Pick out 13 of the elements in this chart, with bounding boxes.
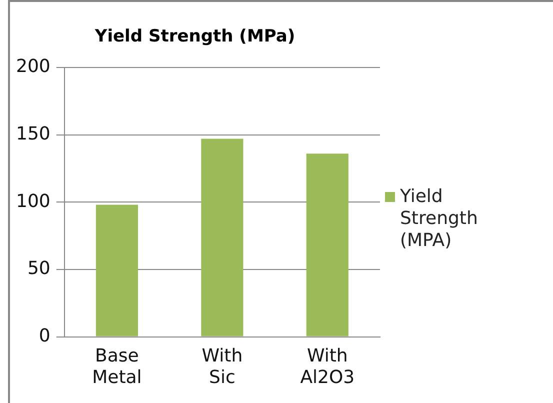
bar <box>96 204 138 336</box>
bar <box>201 138 244 336</box>
y-tick-label: 50 <box>27 258 50 280</box>
chart-title: Yield Strength (MPa) <box>94 26 296 47</box>
legend-label: Yield Strength (MPA) <box>400 186 479 252</box>
y-tick-label: 200 <box>16 56 50 78</box>
y-tick-label: 100 <box>16 190 50 212</box>
y-tick-label: 0 <box>38 325 50 346</box>
x-tick-label: With Sic <box>202 345 243 388</box>
x-tick-label: With Al2O3 <box>300 345 355 388</box>
bar <box>306 154 348 336</box>
x-tick-label: Base Metal <box>92 345 142 388</box>
y-tick-label: 150 <box>16 123 50 144</box>
